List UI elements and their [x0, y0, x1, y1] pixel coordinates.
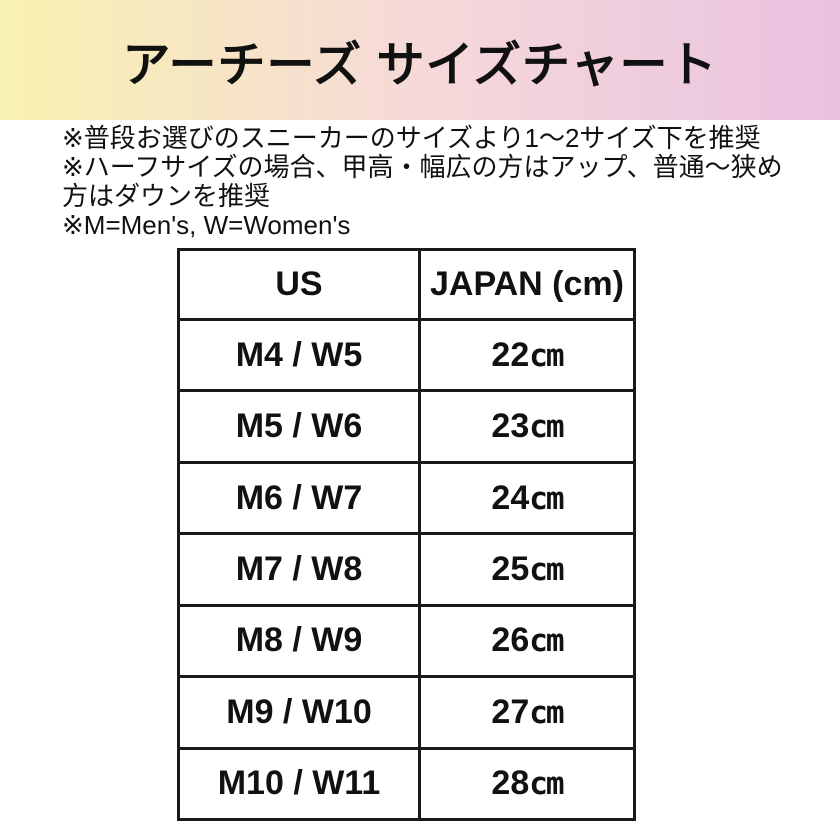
us-size-cell: M7 / W8 [177, 532, 421, 607]
size-unit: cm [529, 337, 564, 374]
note-line-2: ※ハーフサイズの場合、甲高・幅広の方はアップ、普通〜狭め [62, 152, 783, 182]
japan-size-cell: 24cm [418, 460, 636, 536]
size-unit: cm [529, 766, 564, 803]
japan-size-cell: 26cm [418, 603, 636, 679]
japan-size-cell: 28cm [418, 746, 636, 822]
size-value: 23 [491, 407, 530, 446]
notes-section: ※普段お選びのスニーカーのサイズより1〜2サイズ下を推奨 ※ハーフサイズの場合、… [62, 124, 802, 240]
us-size-cell: M8 / W9 [177, 603, 421, 679]
table-row: M6 / W7 24cm [177, 460, 636, 536]
table-row: M10 / W11 28cm [177, 746, 636, 822]
us-size-cell: M6 / W7 [177, 460, 421, 536]
size-unit: cm [529, 623, 564, 660]
note-line-1: ※普段お選びのスニーカーのサイズより1〜2サイズ下を推奨 [62, 123, 761, 153]
size-unit: cm [529, 409, 564, 446]
size-value: 22 [491, 335, 530, 374]
page-title: アーチーズ サイズチャート [122, 39, 718, 92]
table-row: M4 / W5 22cm [177, 317, 636, 393]
japan-size-cell: 25cm [418, 532, 636, 607]
table-row: M7 / W8 25cm [177, 532, 636, 607]
japan-size-cell: 27cm [418, 675, 636, 750]
table-header-row: US JAPAN (cm) [177, 248, 636, 321]
table-row: M5 / W6 23cm [177, 389, 636, 464]
us-size-cell: M4 / W5 [177, 317, 421, 393]
size-value: 24 [491, 478, 530, 517]
japan-size-cell: 23cm [418, 389, 636, 464]
us-size-cell: M9 / W10 [177, 675, 421, 750]
size-value: 26 [491, 621, 530, 660]
us-size-cell: M10 / W11 [177, 746, 421, 822]
size-unit: cm [529, 551, 564, 588]
note-line-4: ※M=Men's, W=Women's [62, 210, 351, 240]
note-line-3: 方はダウンを推奨 [62, 181, 271, 211]
us-size-cell: M5 / W6 [177, 389, 421, 464]
size-value: 25 [491, 549, 530, 588]
size-value: 28 [491, 764, 530, 803]
header-banner: アーチーズ サイズチャート [0, 0, 840, 120]
japan-size-cell: 22cm [418, 317, 636, 393]
size-unit: cm [529, 694, 564, 731]
col-header-us: US [177, 248, 421, 321]
col-header-japan: JAPAN (cm) [418, 248, 636, 321]
table-row: M9 / W10 27cm [177, 675, 636, 750]
table-row: M8 / W9 26cm [177, 603, 636, 679]
size-conversion-table: US JAPAN (cm) M4 / W5 22cm M5 / W6 23cm … [177, 248, 636, 822]
size-value: 27 [491, 692, 530, 731]
size-unit: cm [529, 480, 564, 517]
